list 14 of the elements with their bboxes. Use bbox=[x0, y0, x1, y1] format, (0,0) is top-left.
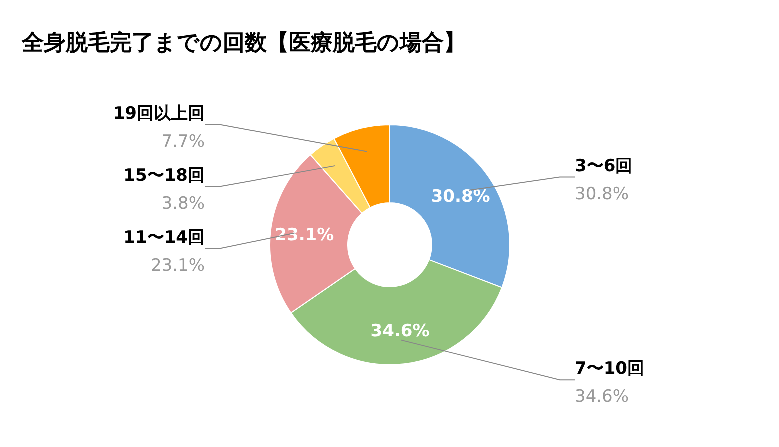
slice-label: 3〜6回 bbox=[575, 156, 633, 176]
data-label: 7.7% bbox=[162, 132, 205, 152]
text: 30.8% bbox=[575, 184, 630, 204]
text: 23.1% bbox=[150, 256, 205, 276]
slice-label: 15〜18回 bbox=[124, 166, 205, 186]
slice-label: 19回以上回 bbox=[113, 104, 205, 124]
slice-label: 7〜10回 bbox=[575, 359, 644, 380]
slice-label: 11〜14回 bbox=[124, 228, 205, 248]
text: 34.6% bbox=[575, 387, 630, 408]
chart-title: 全身脱毛完了までの回数【医療脱毛の場合】 bbox=[21, 30, 466, 56]
data-label: 30.8% bbox=[431, 187, 490, 208]
data-label: 34.6% bbox=[370, 321, 430, 342]
data-label: 3.8% bbox=[162, 194, 205, 214]
data-label: 23.1% bbox=[275, 225, 334, 246]
